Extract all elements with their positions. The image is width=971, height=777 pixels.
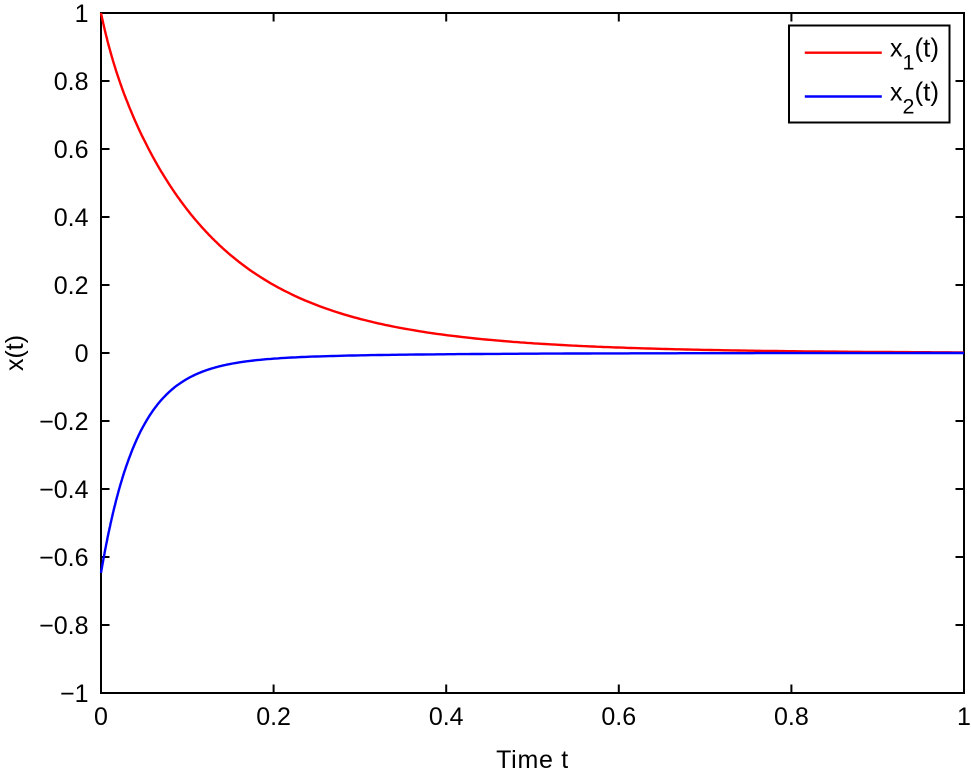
svg-text:0.4: 0.4 [429,703,464,731]
svg-text:0: 0 [75,340,89,368]
svg-text:x(t): x(t) [1,335,29,371]
svg-text:0.8: 0.8 [774,703,809,731]
svg-text:−0.2: −0.2 [39,408,88,436]
svg-text:−0.6: −0.6 [39,544,88,572]
svg-text:0.4: 0.4 [54,204,89,232]
svg-text:Time t: Time t [496,746,569,774]
svg-text:−0.8: −0.8 [39,612,88,640]
svg-text:1: 1 [957,703,971,731]
svg-text:0.8: 0.8 [54,68,89,96]
svg-text:0: 0 [94,703,108,731]
svg-text:−0.4: −0.4 [39,476,88,504]
svg-text:0.2: 0.2 [256,703,291,731]
svg-text:0.2: 0.2 [54,272,89,300]
svg-text:0.6: 0.6 [54,136,89,164]
svg-text:0.6: 0.6 [601,703,636,731]
svg-text:1: 1 [75,0,89,28]
svg-text:−1: −1 [60,680,89,708]
